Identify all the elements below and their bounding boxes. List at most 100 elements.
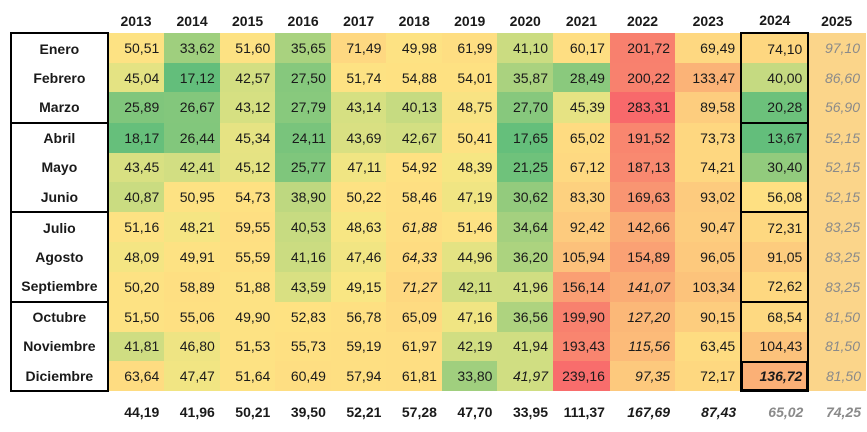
value-cell-2014: 49,91	[164, 242, 220, 272]
value-cell-2017: 57,94	[330, 361, 387, 392]
month-label: Mayo	[10, 152, 109, 182]
value-cell-2022: 127,20	[609, 301, 676, 332]
value-cell-2025: 81,50	[808, 361, 866, 392]
value-cell-2020: 17,65	[497, 122, 553, 153]
year-header-2024: 2024	[759, 12, 791, 28]
value-cell-2020: 36,56	[497, 301, 553, 332]
month-label: Julio	[10, 211, 109, 243]
month-row-mayo: Mayo 43,45 42,41 45,12 25,77 47,11 54,92 48,39 2…	[10, 152, 866, 182]
value-cell-2021: 156,14	[553, 271, 610, 302]
value-cell-2023: 96,05	[675, 242, 742, 272]
value-cell-2014: 47,47	[164, 361, 220, 392]
value-cell-2017: 48,63	[330, 212, 387, 243]
value-cell-2021: 65,02	[553, 122, 610, 153]
month-label: Agosto	[10, 242, 109, 272]
value-cell-2021: 239,16	[553, 361, 610, 392]
month-row-marzo: Marzo 25,89 26,67 43,12 27,79 43,14 40,13 48,75…	[10, 92, 866, 123]
value-cell-2018: 61,88	[386, 212, 442, 243]
value-cell-2025: 83,25	[808, 212, 866, 243]
value-cell-2025: 81,50	[808, 301, 866, 332]
annual-average-2020: 33,95	[497, 391, 553, 432]
value-cell-2013: 43,45	[107, 152, 165, 182]
value-cell-2023: 74,21	[675, 152, 742, 182]
value-cell-2025: 52,15	[808, 122, 866, 153]
month-row-diciembre: Diciembre 63,64 47,47 51,64 60,49 57,94 61,81 3…	[10, 361, 866, 393]
value-cell-2023: 90,47	[675, 212, 742, 243]
annual-average-2019: 47,70	[441, 391, 498, 432]
value-cell-2020: 41,94	[497, 331, 553, 362]
year-header-2022: 2022	[626, 12, 659, 29]
value-cell-2024: 104,43	[740, 331, 810, 362]
value-cell-2021: 193,43	[553, 331, 610, 362]
value-cell-2025: 52,15	[808, 181, 866, 213]
value-cell-2014: 42,41	[164, 152, 220, 182]
value-cell-2024: 72,31	[740, 211, 810, 243]
annual-average-2014: 41,96	[164, 391, 220, 432]
annual-average-2025: 74,25	[808, 391, 866, 432]
value-cell-2022: 200,22	[609, 63, 676, 93]
value-cell-2015: 51,64	[219, 361, 276, 392]
value-cell-2022: 141,07	[609, 271, 676, 302]
value-cell-2018: 58,46	[386, 181, 442, 213]
value-cell-2018: 54,92	[386, 152, 442, 182]
value-cell-2018: 49,98	[386, 33, 442, 64]
value-cell-2017: 59,19	[330, 331, 387, 362]
value-cell-2018: 54,88	[386, 63, 442, 93]
monthly-values-heatmap-table: 2013 2014 2015 2016 2017 2018 2019 2020 2021 2022…	[10, 8, 867, 432]
value-cell-2018: 42,67	[386, 122, 442, 153]
value-cell-2023: 72,17	[675, 361, 742, 392]
month-label: Septiembre	[10, 271, 109, 302]
value-cell-2019: 48,75	[441, 92, 498, 123]
value-cell-2016: 24,11	[275, 122, 331, 153]
value-cell-2015: 51,53	[219, 331, 276, 362]
annual-average-2022: 167,69	[609, 391, 676, 432]
month-label: Octubre	[10, 300, 109, 332]
value-cell-2022: 169,63	[609, 181, 676, 213]
value-cell-2024: 56,08	[740, 181, 810, 213]
value-cell-2020: 41,10	[497, 33, 553, 64]
value-cell-2021: 199,90	[553, 301, 610, 332]
value-cell-2019: 54,01	[441, 63, 498, 93]
value-cell-2017: 43,14	[330, 92, 387, 123]
value-cell-2023: 89,58	[675, 92, 742, 123]
value-cell-2022: 115,56	[609, 331, 676, 362]
value-cell-2020: 35,87	[497, 63, 553, 93]
value-cell-2022: 142,66	[609, 212, 676, 243]
value-cell-2015: 43,12	[219, 92, 276, 123]
value-cell-2015: 59,55	[219, 212, 276, 243]
value-cell-2014: 33,62	[164, 33, 220, 64]
value-cell-2019: 51,46	[441, 212, 498, 243]
value-cell-2017: 51,74	[330, 63, 387, 93]
annual-average-2024: 65,02	[741, 391, 809, 432]
value-cell-2024: 40,00	[740, 63, 810, 93]
value-cell-2014: 46,80	[164, 331, 220, 362]
value-cell-2018: 61,81	[386, 361, 442, 392]
value-cell-2016: 35,65	[275, 33, 331, 64]
annual-average-2016: 39,50	[275, 391, 331, 432]
value-cell-2017: 56,78	[330, 301, 387, 332]
year-header-2014: 2014	[176, 12, 208, 29]
value-cell-2015: 42,57	[219, 63, 276, 93]
value-cell-2013: 51,16	[107, 212, 165, 243]
value-cell-2016: 60,49	[275, 361, 331, 392]
value-cell-2013: 50,20	[107, 271, 165, 302]
value-cell-2017: 47,11	[330, 152, 387, 182]
value-cell-2015: 51,88	[219, 271, 276, 302]
value-cell-2013: 41,81	[107, 331, 165, 362]
year-header-2023: 2023	[692, 12, 724, 29]
value-cell-2022: 97,35	[609, 361, 676, 392]
value-cell-2019: 61,99	[441, 33, 498, 64]
value-cell-2020: 36,20	[497, 242, 553, 272]
value-cell-2023: 93,02	[675, 181, 742, 213]
value-cell-2019: 42,19	[441, 331, 498, 362]
year-header-2016: 2016	[287, 12, 319, 29]
value-cell-2020: 41,96	[497, 271, 553, 302]
value-cell-2018: 61,97	[386, 331, 442, 362]
value-cell-2013: 48,09	[107, 242, 165, 272]
value-cell-2025: 97,10	[808, 33, 866, 64]
value-cell-2018: 65,09	[386, 301, 442, 332]
value-cell-2024: 20,28	[740, 92, 810, 123]
value-cell-2020: 41,97	[497, 361, 553, 392]
value-cell-2023: 133,47	[675, 63, 742, 93]
year-header-2021: 2021	[565, 12, 598, 29]
